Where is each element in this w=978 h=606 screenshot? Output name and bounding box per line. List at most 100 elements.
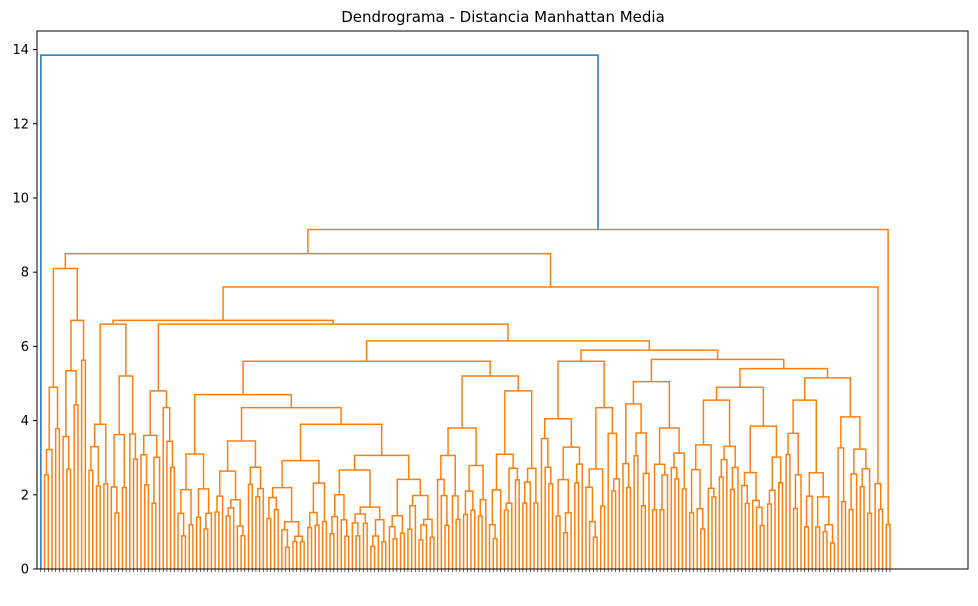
dendrogram-link-128 — [461, 375, 520, 429]
dendrogram-link-103 — [440, 494, 448, 569]
dendrogram-link-163 — [670, 466, 678, 569]
dendrogram-link-5 — [62, 435, 70, 569]
dendrogram-link-123 — [522, 502, 528, 569]
dendrogram-link-41 — [185, 453, 205, 490]
dendrogram-link-25 — [140, 453, 148, 569]
dendrogram-link-104 — [436, 478, 445, 569]
dendrogram-link-205 — [792, 399, 818, 473]
dendrogram-link-81 — [371, 535, 380, 569]
dendrogram-link-151 — [625, 486, 632, 569]
dendrogram-link-16 — [114, 512, 120, 569]
dendrogram-link-189 — [777, 482, 784, 569]
dendrogram-link-131 — [544, 466, 552, 569]
dendrogram-link-23 — [99, 323, 127, 425]
dendrogram-link-107 — [440, 454, 456, 496]
dendrogram-link-33 — [181, 535, 187, 569]
dendrogram-link-169 — [700, 528, 706, 569]
dendrogram-link-197 — [803, 526, 810, 569]
dendrogram-link-26 — [151, 502, 157, 569]
dendrogram-link-191 — [749, 425, 778, 473]
dendrogram-link-115 — [492, 537, 498, 569]
dendrogram-link-109 — [470, 509, 476, 569]
dendrogram-link-98 — [353, 454, 410, 480]
dendrogram-link-134 — [562, 532, 569, 569]
dendrogram-link-55 — [266, 517, 272, 569]
dendrogram-link-37 — [195, 516, 202, 569]
dendrogram-link-206 — [841, 501, 847, 569]
dendrogram-link-1 — [45, 448, 53, 569]
dendrogram-link-106 — [451, 495, 459, 569]
plot-frame — [36, 30, 969, 570]
dendrogram-link-153 — [633, 454, 639, 569]
dendrogram-link-95 — [422, 518, 433, 538]
dendrogram-link-97 — [396, 478, 421, 516]
dendrogram-link-47 — [236, 525, 244, 569]
dendrogram-link-27 — [153, 456, 161, 569]
dendrogram-link-170 — [696, 507, 704, 569]
dendrogram-link-72 — [331, 515, 339, 569]
dendrogram-link-184 — [755, 506, 763, 569]
dendrogram-link-14 — [103, 483, 109, 569]
dendrogram-link-154 — [640, 505, 647, 569]
dendrogram-link-176 — [720, 458, 728, 569]
dendrogram-link-171 — [690, 468, 701, 513]
dendrogram-link-101 — [193, 393, 293, 454]
dendrogram-link-178 — [731, 466, 739, 569]
dendrogram-link-57 — [268, 496, 278, 519]
dendrogram-link-179 — [723, 445, 736, 468]
dendrogram-link-223 — [874, 482, 882, 569]
y-tick-label-14: 14 — [12, 43, 29, 58]
dendrogram-link-89 — [391, 515, 404, 534]
dendrogram-link-220 — [157, 323, 509, 391]
dendrogram-link-32 — [149, 390, 168, 436]
dendrogram-link-38 — [203, 528, 209, 569]
dendrogram-link-39 — [205, 512, 213, 569]
dendrogram-link-182 — [740, 484, 748, 569]
dendrogram-link-198 — [805, 495, 813, 569]
dendrogram-link-122 — [495, 453, 514, 490]
dendrogram-link-168 — [689, 511, 695, 569]
dendrogram-link-0 — [43, 474, 50, 569]
dendrogram-link-141 — [592, 536, 598, 569]
dendrogram-link-225 — [64, 252, 552, 288]
dendrogram-link-114 — [447, 427, 477, 466]
dendrogram-link-51 — [255, 496, 261, 569]
chart-title: Dendrograma - Distancia Manhattan Media — [341, 8, 665, 26]
dendrogram-link-149 — [595, 406, 614, 469]
dendrogram-link-6 — [73, 404, 79, 569]
dendrogram-link-53 — [249, 466, 262, 489]
dendrogram-link-113 — [468, 464, 484, 500]
dendrogram-link-64 — [271, 486, 293, 522]
dendrogram-link-199 — [815, 526, 821, 569]
dendrogram-link-142 — [588, 520, 596, 569]
dendrogram-link-50 — [247, 483, 253, 569]
dendrogram-link-4 — [66, 468, 72, 569]
dendrogram-link-44 — [225, 515, 231, 569]
dendrogram-link-66 — [314, 524, 320, 569]
dendrogram-link-187 — [766, 503, 773, 569]
dendrogram-link-21 — [129, 433, 137, 569]
dendrogram-link-10 — [52, 267, 78, 388]
dendrogram-link-67 — [308, 511, 318, 528]
dendrogram-link-140 — [543, 417, 573, 448]
dendrogram-link-24 — [143, 483, 150, 569]
dendrogram-link-172 — [711, 496, 717, 569]
dendrogram-link-29 — [169, 466, 176, 569]
dendrogram-link-209 — [850, 473, 858, 569]
dendrogram-link-59 — [281, 528, 289, 569]
dendrogram-link-137 — [574, 482, 580, 569]
dendrogram-link-214 — [840, 416, 861, 450]
dendrogram-link-112 — [479, 498, 487, 569]
dendrogram-link-45 — [227, 507, 235, 569]
y-tick-label-8: 8 — [21, 266, 29, 281]
dendrogram-link-108 — [462, 513, 469, 569]
dendrogram-link-91 — [409, 505, 417, 569]
dendrogram-link-226 — [885, 523, 891, 569]
dendrogram-link-35 — [188, 523, 194, 569]
dendrogram-link-94 — [429, 536, 435, 569]
dendrogram-link-120 — [514, 479, 520, 569]
dendrogram-link-228 — [40, 54, 599, 569]
dendrogram-link-58 — [284, 546, 291, 569]
dendrogram-link-42 — [214, 511, 220, 569]
dendrogram-link-207 — [837, 447, 845, 569]
